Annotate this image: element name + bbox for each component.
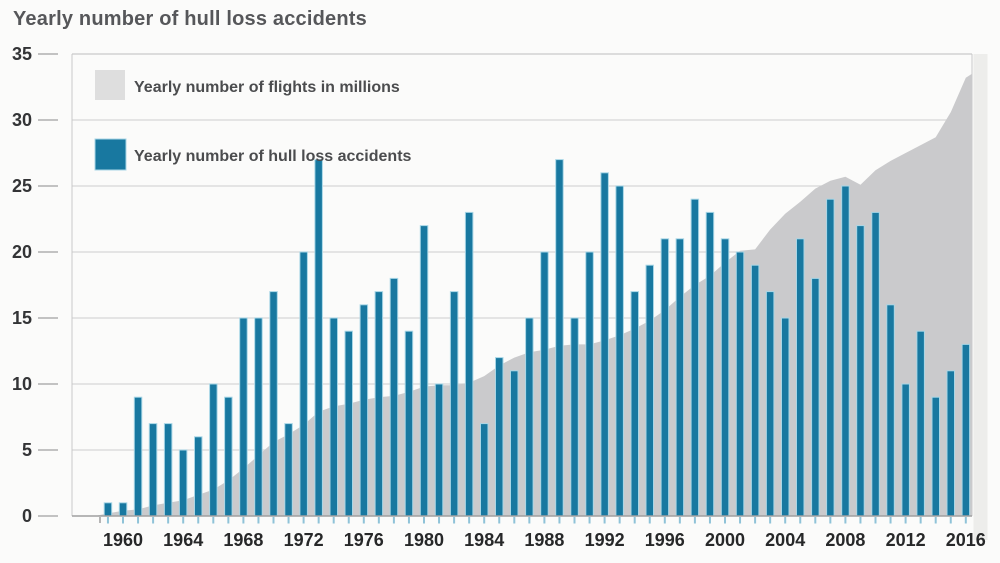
accident-bar — [404, 330, 414, 517]
y-axis-label: 30 — [12, 110, 32, 130]
accident-bar — [133, 396, 143, 517]
accident-bar — [585, 251, 594, 517]
accident-bar — [525, 317, 534, 517]
accident-bar — [735, 251, 745, 517]
accident-bar — [449, 291, 459, 517]
accident-bar — [690, 198, 700, 517]
accident-bar — [224, 396, 233, 517]
accident-bar — [645, 264, 654, 517]
y-axis-label: 20 — [12, 242, 32, 262]
accident-bar — [675, 238, 685, 517]
accident-bar — [600, 172, 609, 517]
y-axis-label: 10 — [12, 374, 32, 394]
accident-bar — [359, 304, 369, 517]
accident-bar — [194, 436, 203, 517]
accident-bar — [720, 238, 730, 517]
accident-bar — [495, 357, 504, 517]
accident-bar — [510, 370, 519, 517]
x-axis-label: 1996 — [645, 530, 685, 550]
accident-bar — [314, 159, 323, 517]
x-axis-label: 1976 — [344, 530, 384, 550]
accident-bar — [570, 317, 579, 517]
right-edge-band — [973, 54, 988, 540]
accident-bar — [811, 277, 820, 517]
accident-bar — [931, 396, 940, 517]
accident-bar — [796, 238, 805, 517]
accident-bar — [178, 449, 188, 517]
x-axis-label: 2008 — [825, 530, 865, 550]
x-axis-label: 2016 — [946, 530, 986, 550]
accident-bar — [540, 251, 549, 517]
accident-bar — [781, 317, 790, 517]
accident-bar — [419, 225, 429, 517]
accident-bar — [299, 251, 308, 517]
accident-bar — [765, 291, 775, 517]
legend-label-accidents: Yearly number of hull loss accidents — [134, 148, 412, 165]
accident-bar — [750, 264, 760, 517]
chart-legend: Yearly number of flights in millions Yea… — [94, 70, 412, 171]
accident-bar — [464, 211, 474, 517]
accident-bar — [163, 423, 173, 517]
legend-swatch-accidents-icon — [94, 138, 127, 171]
x-axis-label: 2004 — [765, 530, 805, 550]
x-axis-label: 1980 — [404, 530, 444, 550]
accident-bar — [434, 383, 444, 517]
accident-bar — [284, 423, 293, 517]
x-axis-label: 1992 — [585, 530, 625, 550]
accident-bar — [239, 317, 248, 517]
accident-bar — [254, 317, 263, 517]
accident-bar — [555, 159, 564, 517]
accident-bar — [344, 330, 353, 517]
accident-bar — [841, 185, 850, 517]
plot-area: 0 5 10 15 20 25 30 35 1960 1964 1968 1972 1976 1980 19… — [12, 44, 988, 550]
y-axis-label: 0 — [22, 506, 32, 526]
accident-bar — [615, 185, 624, 517]
accident-bar — [630, 291, 639, 517]
accident-bar — [269, 291, 278, 517]
y-axis-label: 25 — [12, 176, 32, 196]
accident-bar — [871, 211, 880, 517]
accident-bar — [705, 211, 715, 517]
x-axis-label: 2000 — [705, 530, 745, 550]
x-axis-label: 1972 — [284, 530, 324, 550]
x-axis-label: 1960 — [103, 530, 143, 550]
accident-bar — [660, 238, 670, 517]
accident-bar — [103, 502, 113, 517]
accident-bar — [901, 383, 910, 517]
chart-title: Yearly number of hull loss accidents — [13, 8, 367, 30]
y-axis-label: 35 — [12, 44, 32, 64]
accident-bar — [856, 225, 865, 517]
x-axis-label: 2012 — [886, 530, 926, 550]
accident-bar — [118, 502, 128, 517]
legend-label-flights: Yearly number of flights in millions — [134, 79, 400, 96]
accident-bar — [389, 277, 399, 517]
accident-bar — [946, 370, 955, 517]
accident-bar — [916, 330, 925, 517]
accident-bar — [329, 317, 338, 517]
x-axis-label: 1984 — [464, 530, 504, 550]
accident-bar — [886, 304, 895, 517]
accident-bar — [148, 423, 158, 517]
accident-bar — [374, 291, 384, 517]
accident-bar — [480, 423, 489, 517]
accident-bar — [961, 343, 971, 517]
y-axis-label: 15 — [12, 308, 32, 328]
legend-swatch-flights-icon — [95, 70, 125, 100]
x-axis-label: 1988 — [524, 530, 564, 550]
x-axis-label: 1968 — [223, 530, 263, 550]
y-axis-label: 5 — [22, 440, 32, 460]
accident-bar — [209, 383, 218, 517]
accident-bar — [826, 198, 835, 517]
x-axis-label: 1964 — [163, 530, 203, 550]
